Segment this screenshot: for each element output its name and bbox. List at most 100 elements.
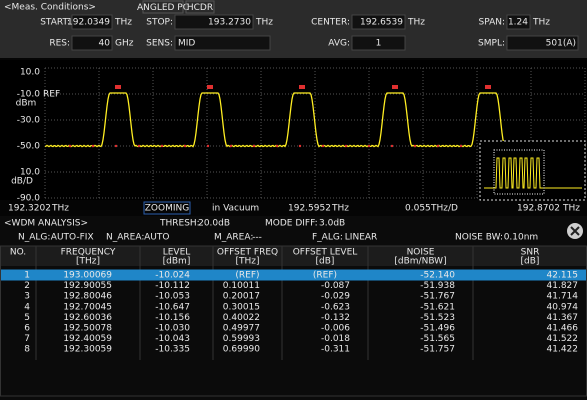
condition-unit: THz (114, 18, 132, 28)
table-cell: 192.80046 (63, 292, 112, 302)
param-label: M_AREA: (214, 233, 253, 243)
condition-value: 1.24 (508, 18, 528, 28)
table-cell: 0.40022 (223, 313, 260, 323)
table-cell: -0.311 (321, 345, 350, 355)
x-unit: THz (51, 204, 69, 214)
y-tick-label: 10.0 (20, 168, 40, 178)
condition-box (351, 35, 406, 51)
condition-unit: THz (255, 18, 273, 28)
condition-value: 193.2730 (208, 18, 251, 28)
table-cell: 40.974 (547, 302, 579, 312)
y-tick-label: -10.0 (17, 90, 41, 100)
noise-marker (413, 144, 417, 148)
table-cell: 0.49977 (223, 324, 260, 334)
condition-box (174, 14, 254, 30)
table-cell: 192.90055 (63, 281, 112, 291)
column-name: OFFSET LEVEL (293, 248, 358, 258)
peak-marker (485, 85, 491, 89)
table-cell: -52.140 (420, 271, 455, 281)
table-cell: 1 (24, 271, 30, 281)
column-name: LEVEL (163, 248, 191, 258)
table-cell: -10.156 (155, 313, 190, 323)
noise-marker (160, 144, 164, 148)
column-unit: [THz] (76, 257, 100, 267)
table-cell: -10.053 (155, 292, 190, 302)
table-cell: -0.087 (321, 281, 350, 291)
condition-value: 1 (376, 39, 382, 49)
span-per-div: 0.055 (405, 204, 431, 214)
table-cell: 6 (24, 324, 30, 334)
ref-label: REF (43, 90, 60, 100)
x-stop: 192.8702 (517, 204, 560, 214)
param-label: F_ALG: (312, 233, 343, 243)
table-cell: 41.466 (547, 324, 579, 334)
table-cell: 0.30015 (223, 302, 260, 312)
zoom-window (493, 149, 545, 195)
peak-marker (392, 85, 398, 89)
condition-box (506, 14, 531, 30)
peak-marker (207, 85, 213, 89)
noise-marker (344, 144, 348, 148)
table-cell: 41.367 (547, 313, 579, 323)
table-cell: 0.69990 (223, 345, 260, 355)
table-cell: 5 (24, 313, 30, 323)
table-cell: 192.60036 (63, 313, 112, 323)
selected-row[interactable] (0, 269, 587, 281)
x-unit: THz (331, 204, 349, 214)
badge-label: ANGLED PC (137, 3, 189, 13)
param-label: THRESH: (159, 219, 200, 229)
condition-label: START: (40, 18, 70, 28)
peak-marker (299, 85, 305, 89)
panel-title: <Meas. Conditions> (4, 3, 96, 13)
param-label: NOISE BW: (455, 233, 503, 243)
column-unit: [dB] (521, 257, 540, 267)
column-name: SNR (521, 248, 540, 258)
column-unit: [dB] (316, 257, 335, 267)
table-cell: -0.006 (321, 324, 350, 334)
noise-marker (137, 144, 141, 148)
x-start: 192.3202 (8, 204, 51, 214)
peak-marker (115, 85, 121, 89)
table-header (0, 246, 587, 266)
table-cell: 41.827 (547, 281, 579, 291)
column-unit: [dBm] (163, 257, 191, 267)
analysis-title: <WDM ANALYSIS> (4, 219, 88, 229)
table-cell: 8 (24, 345, 30, 355)
noise-marker (459, 144, 463, 148)
condition-value: 192.6539 (360, 18, 403, 28)
spectrum-trace (44, 92, 586, 148)
table-cell: -51.767 (420, 292, 455, 302)
condition-label: STOP: (146, 18, 173, 28)
condition-box (506, 35, 579, 51)
badge-label: HCDR (187, 3, 213, 13)
table-cell: 3 (24, 292, 30, 302)
table-cell: -51.757 (420, 345, 455, 355)
column-name: FREQUENCY (61, 248, 116, 258)
param-value: AUTO-FIX (51, 233, 94, 243)
x-unit: THz (562, 204, 580, 214)
y-tick-label: -90.0 (17, 194, 41, 204)
condition-value: 40 (99, 39, 111, 49)
table-cell: -10.043 (155, 334, 190, 344)
table-cell: -0.132 (321, 313, 350, 323)
table-cell: 7 (24, 334, 30, 344)
table-cell: -0.623 (321, 302, 350, 312)
table-cell: 0.20017 (223, 292, 260, 302)
column-unit: [dBm/NBW] (394, 257, 446, 267)
x-center: 192.5952 (288, 204, 331, 214)
param-value: --- (252, 233, 262, 243)
y-tick-label: -30.0 (17, 116, 41, 126)
column-unit: [THz] (235, 257, 259, 267)
noise-marker (321, 144, 325, 148)
table-cell: 193.00069 (63, 271, 112, 281)
noise-marker (91, 144, 95, 148)
noise-marker (390, 144, 394, 148)
overview-trace (484, 157, 582, 189)
noise-marker (183, 144, 187, 148)
param-value: LINEAR (345, 233, 378, 243)
table-cell: 2 (24, 281, 30, 291)
table-cell: 41.714 (547, 292, 579, 302)
table-cell: 41.522 (547, 334, 579, 344)
column-name: OFFSET FREQ (217, 248, 278, 258)
